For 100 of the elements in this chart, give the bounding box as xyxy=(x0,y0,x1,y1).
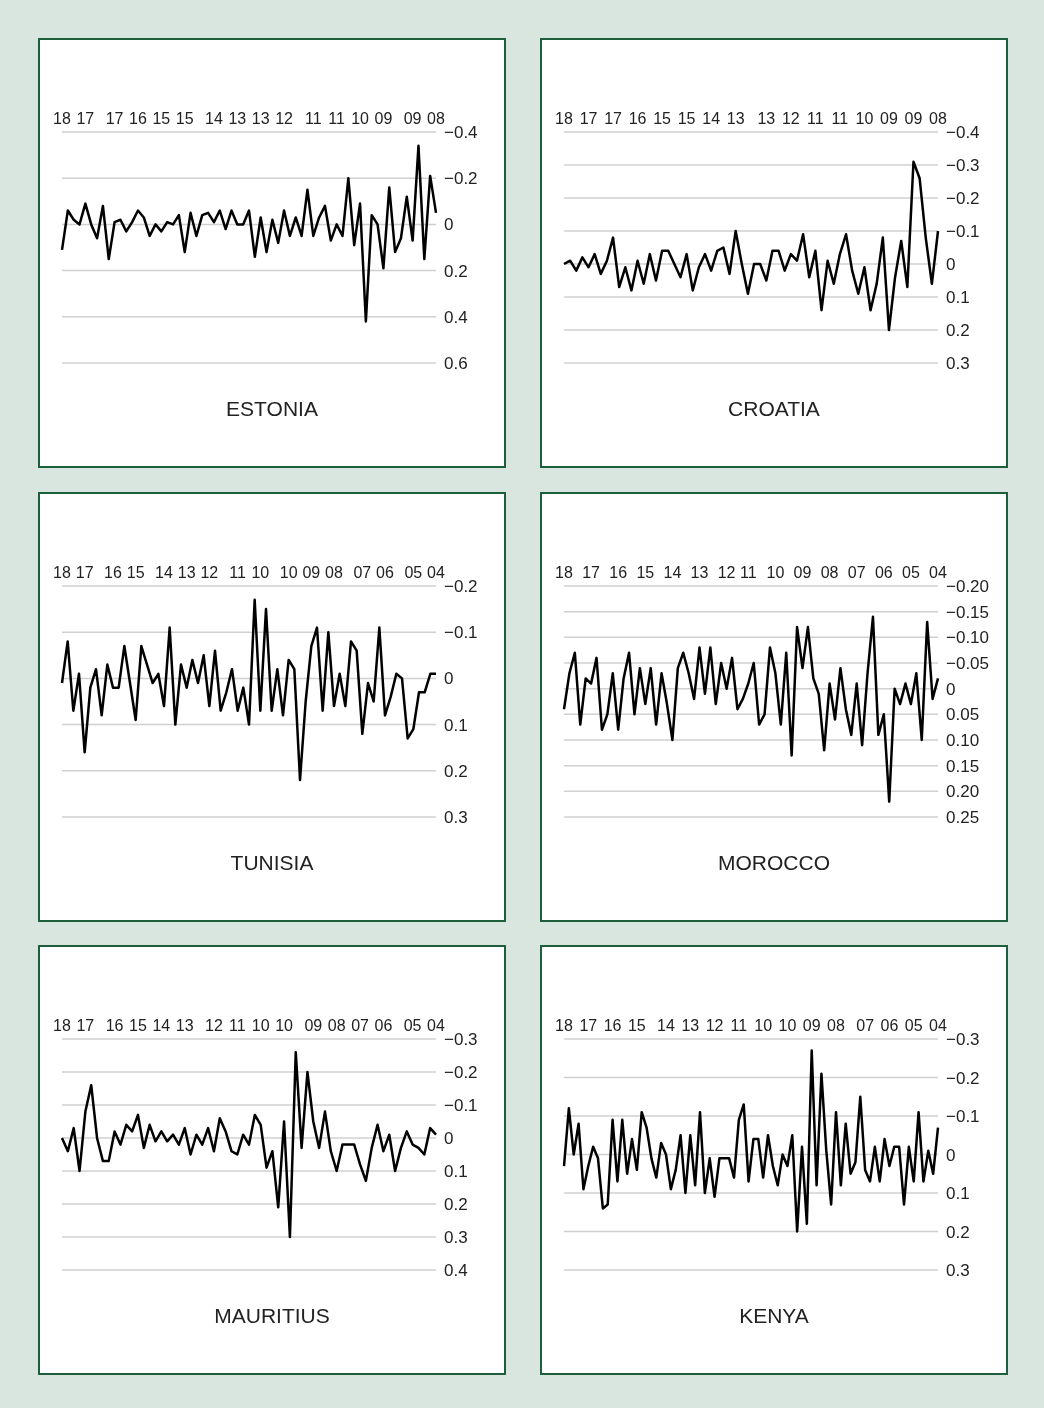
x-tick-label: 15 xyxy=(653,110,672,127)
x-tick-label: 12 xyxy=(200,564,219,581)
x-tick-label: 14 xyxy=(702,110,721,127)
x-tick-label: 15 xyxy=(175,110,194,127)
y-tick-label: 0.4 xyxy=(444,1261,468,1281)
y-tick-label: 0.3 xyxy=(946,354,970,374)
y-tick-label: −0.3 xyxy=(946,1030,980,1050)
x-tick-label: 05 xyxy=(902,564,920,581)
x-tick-label: 11 xyxy=(831,110,849,127)
y-tick-label: 0.20 xyxy=(946,782,980,802)
y-tick-label: 0 xyxy=(444,669,454,689)
line-series xyxy=(60,598,438,782)
x-tick-label: 13 xyxy=(228,110,247,127)
x-tick-label: 15 xyxy=(636,564,655,581)
y-tick-label: −0.2 xyxy=(946,189,980,209)
x-tick-label: 07 xyxy=(847,564,866,581)
text: KENYA xyxy=(738,1304,810,1328)
x-tick-label: 11 xyxy=(730,1017,748,1034)
y-tick-label: 0.2 xyxy=(444,261,468,281)
x-tick-label: 10 xyxy=(855,110,874,127)
x-tick-label: 08 xyxy=(827,1017,845,1034)
y-tick-label: 0.3 xyxy=(444,1228,468,1248)
x-tick-label: 17 xyxy=(579,1017,598,1034)
x-tick-label: 14 xyxy=(657,1017,675,1034)
y-tick-label: −0.3 xyxy=(946,156,980,176)
x-tick-label: 09 xyxy=(403,110,422,127)
y-tick-label: −0.20 xyxy=(946,577,990,597)
x-tick-label: 08 xyxy=(427,110,445,127)
x-tick-label: 11 xyxy=(229,1017,246,1034)
y-tick-label: −0.1 xyxy=(444,1096,478,1116)
x-tick-label: 11 xyxy=(328,110,346,127)
x-tick-label: 12 xyxy=(705,1017,724,1034)
line-series xyxy=(60,1050,438,1239)
x-tick-label: 18 xyxy=(555,564,573,581)
y-tick-label: 0.1 xyxy=(444,1162,468,1182)
line-series xyxy=(562,615,940,803)
x-tick-label: 15 xyxy=(677,110,696,127)
x-tick-label: 16 xyxy=(129,110,147,127)
x-tick-label: 17 xyxy=(105,110,124,127)
x-tick-label: 11 xyxy=(304,110,322,127)
y-tick-label: 0.15 xyxy=(946,756,980,776)
x-tick-label: 16 xyxy=(609,564,628,581)
x-tick-label: 05 xyxy=(404,564,423,581)
x-tick-label: 05 xyxy=(904,1017,923,1034)
x-tick-label: 12 xyxy=(275,110,294,127)
x-tick-label: 17 xyxy=(76,1017,95,1034)
y-tick-label: 0.4 xyxy=(444,307,468,327)
x-tick-label: 15 xyxy=(129,1017,147,1034)
y-tick-label: −0.05 xyxy=(946,654,990,674)
x-tick-label: 09 xyxy=(304,1017,323,1034)
x-tick-label: 12 xyxy=(717,564,736,581)
y-tick-label: −0.2 xyxy=(444,1063,478,1083)
line-series xyxy=(60,144,438,323)
y-tick-label: 0.6 xyxy=(444,354,468,374)
x-tick-label: 17 xyxy=(76,110,95,127)
x-tick-label: 06 xyxy=(376,564,394,581)
x-tick-label: 11 xyxy=(807,110,824,127)
x-tick-label: 18 xyxy=(53,110,71,127)
y-tick-label: 0.2 xyxy=(444,761,468,781)
y-tick-label: 0.3 xyxy=(444,808,468,828)
x-tick-label: 08 xyxy=(820,564,839,581)
x-tick-label: 09 xyxy=(802,1017,821,1034)
y-tick-label: 0.2 xyxy=(946,321,970,341)
y-tick-label: 0 xyxy=(444,215,454,235)
y-tick-label: 0 xyxy=(946,255,956,275)
x-tick-label: 09 xyxy=(374,110,393,127)
x-tick-label: 12 xyxy=(205,1017,223,1034)
x-tick-label: 08 xyxy=(929,110,947,127)
x-tick-label: 13 xyxy=(726,110,745,127)
x-tick-label: 14 xyxy=(155,564,173,581)
x-tick-label: 06 xyxy=(374,1017,393,1034)
x-tick-label: 13 xyxy=(757,110,776,127)
x-tick-label: 09 xyxy=(302,564,321,581)
x-tick-label: 17 xyxy=(604,110,623,127)
x-tick-label: 13 xyxy=(690,564,709,581)
x-tick-label: 18 xyxy=(555,1017,573,1034)
line-series xyxy=(562,1049,940,1233)
y-tick-label: −0.2 xyxy=(444,577,478,597)
y-tick-label: 0 xyxy=(444,1129,454,1149)
x-tick-label: 10 xyxy=(778,1017,797,1034)
x-tick-label: 10 xyxy=(754,1017,773,1034)
x-tick-label: 10 xyxy=(766,564,785,581)
x-tick-label: 18 xyxy=(53,1017,71,1034)
x-tick-label: 04 xyxy=(427,564,445,581)
x-tick-label: 09 xyxy=(904,110,923,127)
y-tick-label: 0.05 xyxy=(946,705,980,725)
x-tick-label: 13 xyxy=(681,1017,700,1034)
x-tick-label: 15 xyxy=(126,564,145,581)
x-tick-label: 17 xyxy=(582,564,601,581)
x-tick-label: 18 xyxy=(53,564,71,581)
y-tick-label: 0.3 xyxy=(946,1261,970,1281)
y-tick-label: −0.2 xyxy=(444,169,478,189)
x-tick-label: 09 xyxy=(880,110,898,127)
x-tick-label: 13 xyxy=(251,110,270,127)
x-tick-label: 14 xyxy=(152,1017,171,1034)
y-tick-label: 0 xyxy=(946,679,956,699)
x-tick-label: 10 xyxy=(351,110,370,127)
line-series xyxy=(562,160,940,332)
text: MOROCCO xyxy=(717,851,831,875)
x-tick-label: 16 xyxy=(105,1017,124,1034)
